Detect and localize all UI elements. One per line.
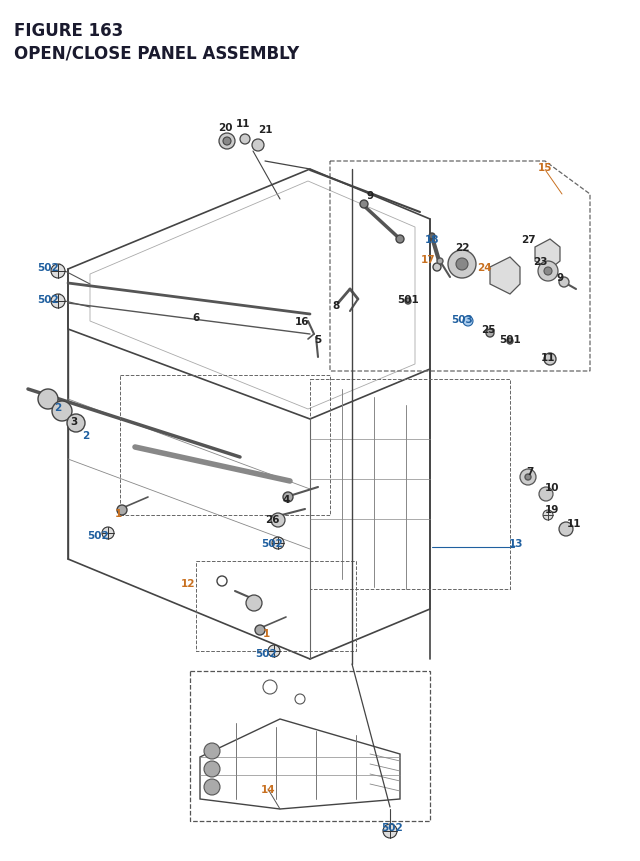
Text: 23: 23	[532, 257, 547, 267]
Circle shape	[117, 505, 127, 516]
Text: 502: 502	[381, 822, 403, 832]
Text: 502: 502	[87, 530, 109, 541]
Circle shape	[544, 354, 556, 366]
Circle shape	[429, 233, 435, 239]
Text: 1: 1	[115, 508, 122, 518]
Circle shape	[271, 513, 285, 528]
Circle shape	[38, 389, 58, 410]
Circle shape	[559, 278, 569, 288]
Text: 503: 503	[451, 314, 473, 325]
Circle shape	[538, 262, 558, 282]
Text: 19: 19	[545, 505, 559, 514]
Circle shape	[383, 824, 397, 838]
Circle shape	[51, 294, 65, 308]
Text: 1: 1	[262, 629, 269, 638]
Circle shape	[544, 268, 552, 276]
Text: 502: 502	[261, 538, 283, 548]
Bar	[196, 561, 356, 651]
Text: 14: 14	[260, 784, 275, 794]
Circle shape	[52, 401, 72, 422]
Text: 502: 502	[37, 294, 59, 305]
Text: 13: 13	[509, 538, 524, 548]
Circle shape	[463, 317, 473, 326]
Circle shape	[268, 645, 280, 657]
Circle shape	[272, 537, 284, 549]
Text: 2: 2	[54, 403, 61, 412]
Text: 15: 15	[538, 163, 552, 173]
Text: 501: 501	[397, 294, 419, 305]
Circle shape	[539, 487, 553, 501]
Circle shape	[525, 474, 531, 480]
Text: 3: 3	[70, 417, 77, 426]
Circle shape	[405, 299, 411, 305]
Text: 11: 11	[567, 518, 581, 529]
Circle shape	[204, 743, 220, 759]
Circle shape	[246, 595, 262, 611]
Text: 9: 9	[556, 273, 564, 282]
Circle shape	[448, 251, 476, 279]
Polygon shape	[535, 239, 560, 269]
Circle shape	[360, 201, 368, 208]
Circle shape	[507, 338, 513, 344]
Text: 9: 9	[367, 191, 374, 201]
Text: 11: 11	[541, 353, 556, 362]
Circle shape	[456, 258, 468, 270]
Text: 7: 7	[526, 467, 534, 476]
Text: OPEN/CLOSE PANEL ASSEMBLY: OPEN/CLOSE PANEL ASSEMBLY	[14, 44, 300, 62]
Circle shape	[433, 263, 441, 272]
Text: 12: 12	[180, 579, 195, 588]
Circle shape	[396, 236, 404, 244]
Text: 8: 8	[332, 300, 340, 311]
Text: 18: 18	[425, 235, 439, 245]
Text: 501: 501	[499, 335, 521, 344]
Circle shape	[102, 528, 114, 539]
Text: 26: 26	[265, 514, 279, 524]
Text: 5: 5	[314, 335, 322, 344]
Text: 502: 502	[255, 648, 277, 659]
Text: 27: 27	[521, 235, 535, 245]
Text: 4: 4	[282, 494, 290, 505]
Circle shape	[204, 761, 220, 777]
Text: 22: 22	[455, 243, 469, 253]
Text: 16: 16	[295, 317, 309, 326]
Circle shape	[252, 139, 264, 152]
Bar	[120, 375, 330, 516]
Circle shape	[223, 138, 231, 146]
Circle shape	[204, 779, 220, 795]
Text: 24: 24	[477, 263, 492, 273]
Text: 6: 6	[193, 313, 200, 323]
Circle shape	[240, 135, 250, 145]
Circle shape	[543, 511, 553, 520]
Text: 20: 20	[218, 123, 232, 133]
Text: 17: 17	[420, 255, 435, 264]
Text: FIGURE 163: FIGURE 163	[14, 22, 124, 40]
Circle shape	[51, 264, 65, 279]
Circle shape	[486, 330, 494, 338]
Polygon shape	[490, 257, 520, 294]
Bar	[190, 672, 430, 821]
Text: 2: 2	[83, 430, 90, 441]
Text: 11: 11	[236, 119, 250, 129]
Circle shape	[520, 469, 536, 486]
Circle shape	[559, 523, 573, 536]
Circle shape	[283, 492, 293, 503]
Circle shape	[219, 133, 235, 150]
Text: 502: 502	[37, 263, 59, 273]
Circle shape	[255, 625, 265, 635]
Circle shape	[437, 258, 443, 264]
Text: 10: 10	[545, 482, 559, 492]
Text: 21: 21	[258, 125, 272, 135]
Text: 25: 25	[481, 325, 495, 335]
Bar	[310, 380, 510, 589]
Circle shape	[67, 414, 85, 432]
